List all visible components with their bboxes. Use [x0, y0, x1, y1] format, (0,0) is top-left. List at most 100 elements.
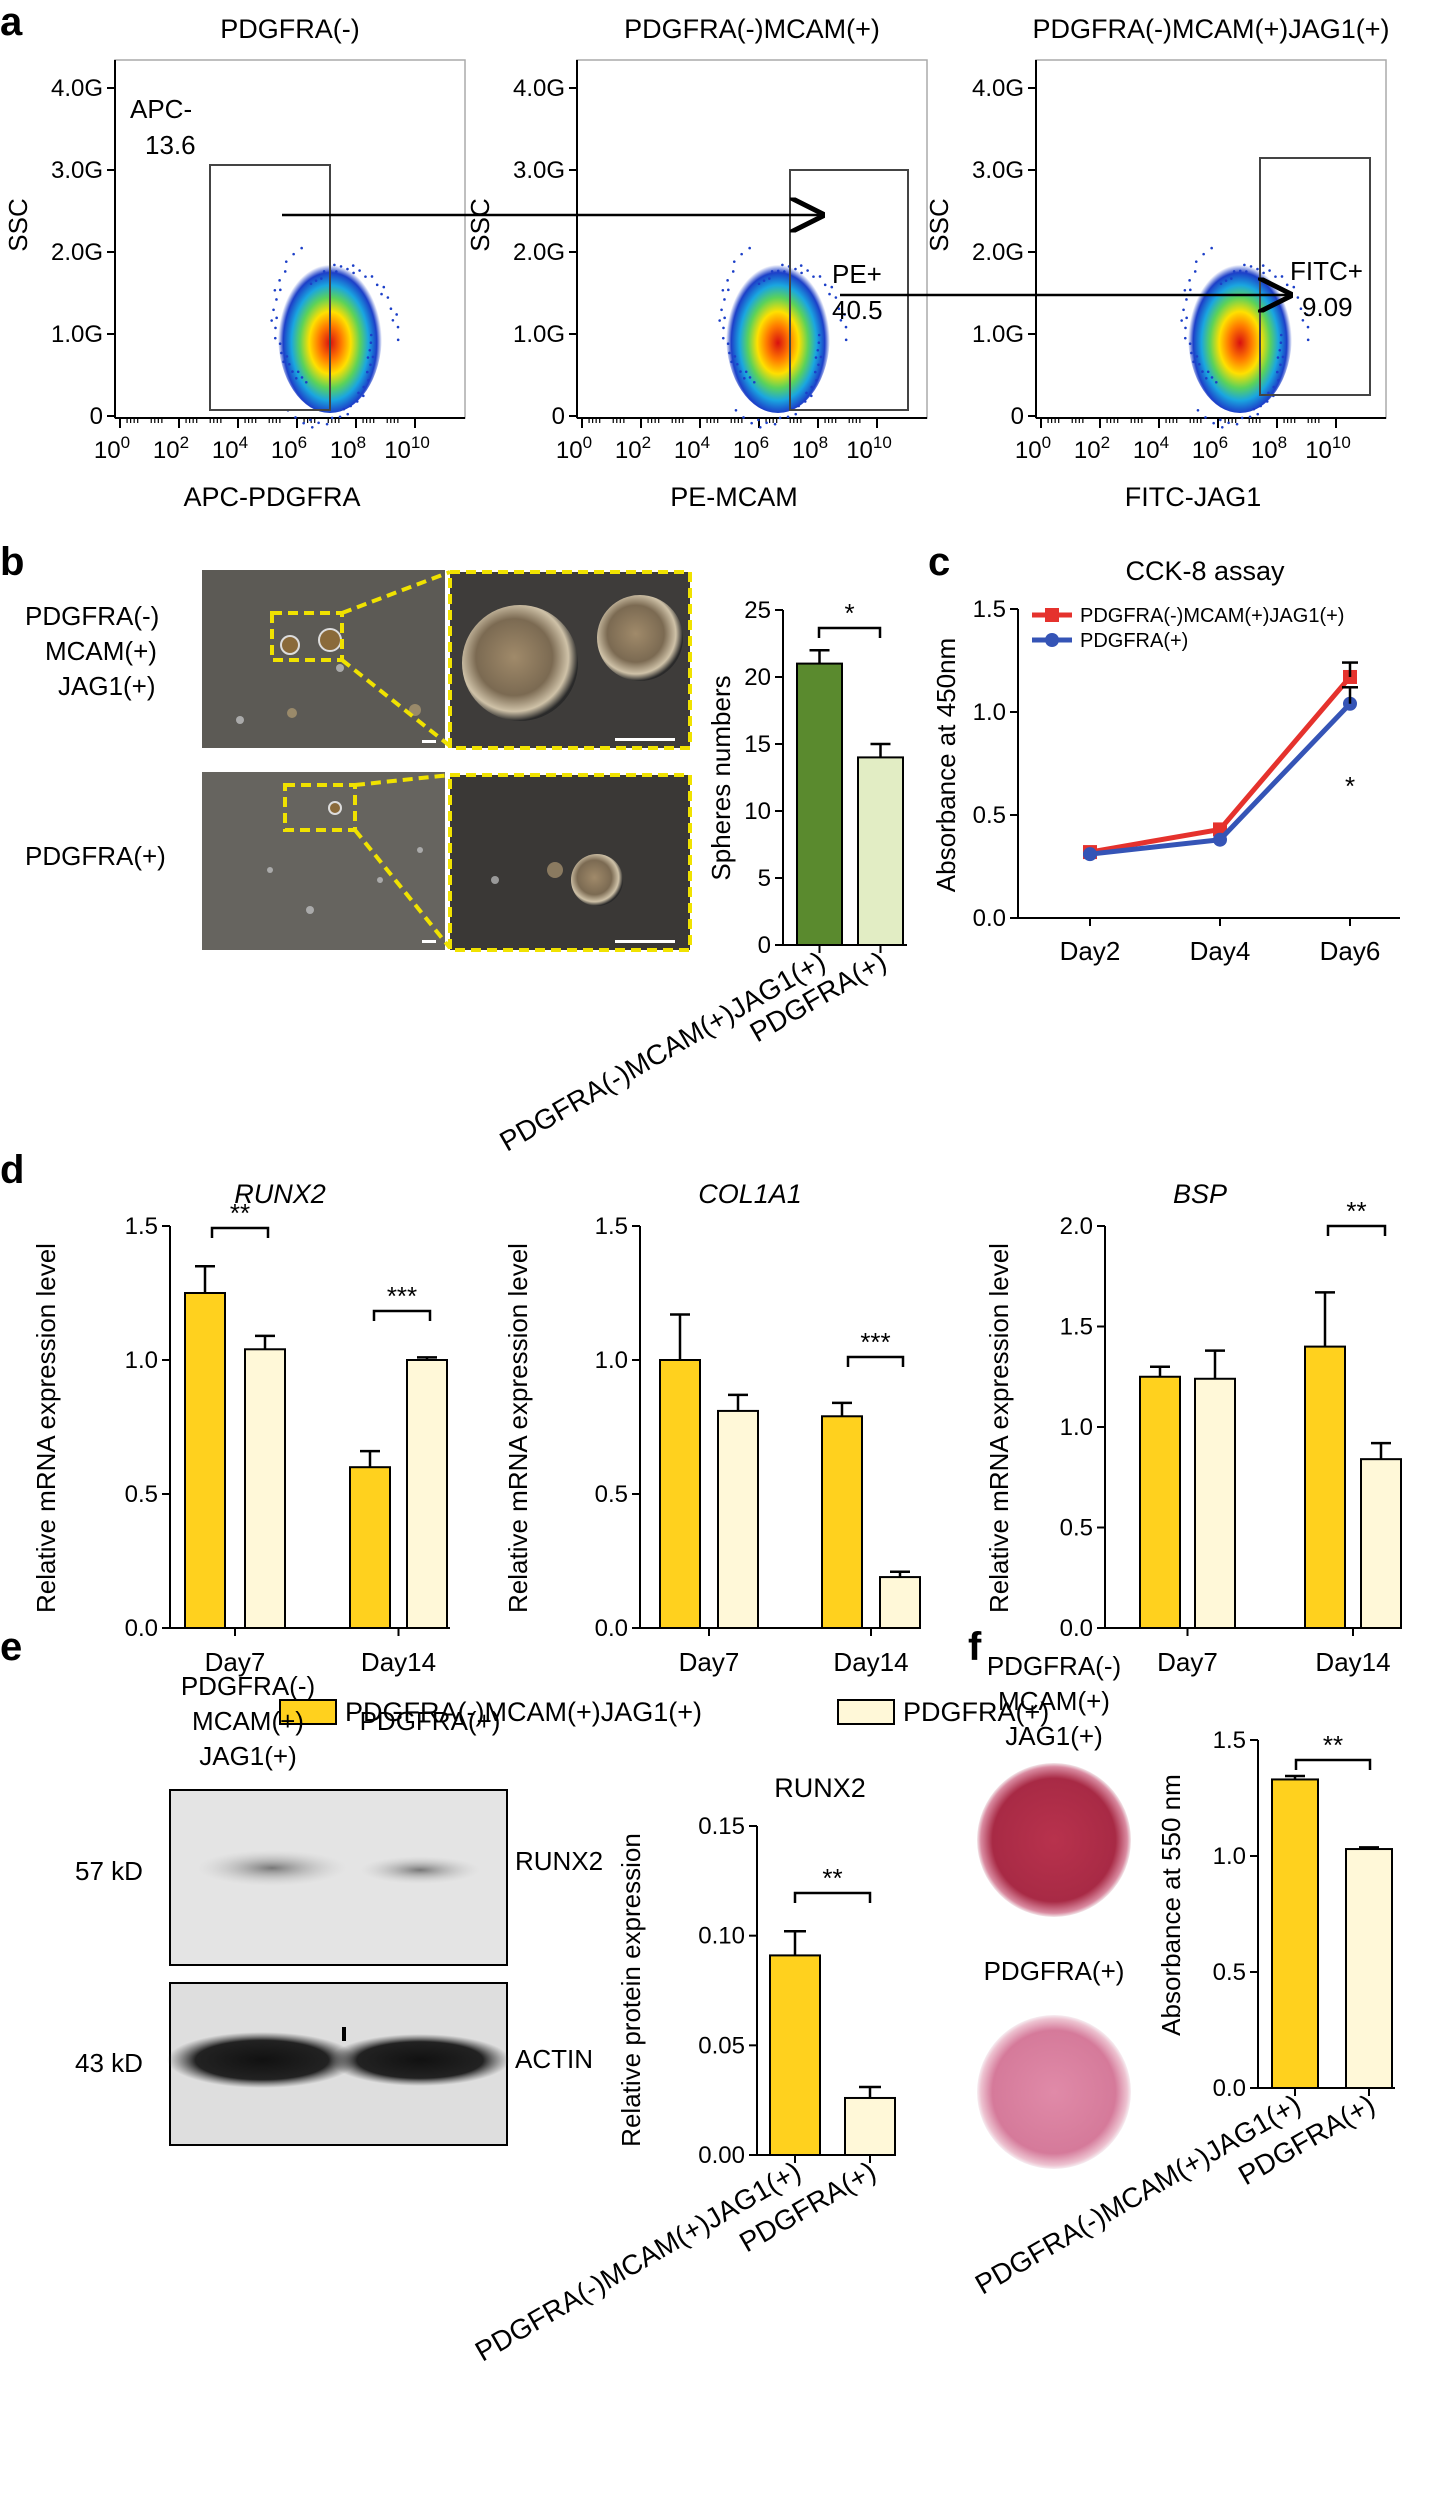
- flow-x-label: PE-MCAM: [670, 482, 798, 512]
- scale-bar: [615, 738, 675, 741]
- bar: [1194, 1377, 1236, 1630]
- sphere-small: [318, 628, 342, 652]
- flow-event: [1276, 370, 1279, 374]
- flow-event: [732, 260, 736, 263]
- legend-label: PDGFRA(-)MCAM(+)JAG1(+): [345, 1697, 702, 1727]
- panel-b-letter: b: [0, 540, 24, 584]
- flow-event: [364, 275, 367, 278]
- flow-event: [1290, 292, 1293, 296]
- band-runx2-2: [360, 1856, 480, 1884]
- flow-event: [1204, 376, 1208, 380]
- flow-event: [1240, 416, 1244, 420]
- y-axis-label: Relative mRNA expression level: [984, 1243, 1014, 1613]
- flow-event: [1180, 319, 1183, 322]
- flow-event: [757, 282, 761, 286]
- flow-event: [380, 292, 383, 296]
- flow-event: [371, 355, 375, 359]
- flow-title: PDGFRA(-)MCAM(+)JAG1(+): [1033, 14, 1390, 44]
- flow-event: [275, 298, 278, 301]
- flow-event: [726, 279, 729, 282]
- y-tick-label: 0.00: [698, 2142, 745, 2169]
- flow-event: [273, 288, 277, 292]
- flow-event: [1301, 318, 1305, 322]
- flow-y-tick-label: 4.0G: [51, 75, 103, 102]
- flow-event: [366, 370, 369, 374]
- flow-event: [742, 416, 745, 419]
- flow-event: [1265, 400, 1269, 403]
- flow-event: [805, 391, 808, 395]
- chart-title: RUNX2: [774, 1773, 866, 1803]
- flow-event: [1219, 418, 1222, 422]
- well-stained-1: [977, 1763, 1131, 1917]
- flow-event: [1279, 363, 1282, 367]
- x-tick-label: Day4: [1190, 936, 1251, 966]
- bar: [1304, 1345, 1346, 1629]
- flow-x-tick-label: 104: [1133, 433, 1169, 464]
- flow-gate: [209, 164, 331, 411]
- flow-density: [1188, 257, 1292, 413]
- flow-event: [300, 246, 303, 250]
- flow-event: [816, 348, 820, 352]
- flow-event: [758, 425, 762, 429]
- blot-col-label: JAG1(+): [199, 1741, 297, 1771]
- flow-event: [300, 376, 304, 379]
- flow-event: [317, 421, 320, 425]
- flow-event: [279, 288, 282, 292]
- flow-event: [346, 267, 349, 271]
- panel-f-letter: f: [968, 1625, 982, 1669]
- flow-event: [330, 416, 334, 420]
- flow-event: [794, 267, 797, 271]
- flow-event: [750, 421, 753, 425]
- flow-event: [1279, 333, 1283, 337]
- flow-event: [723, 316, 726, 320]
- legend-label: PDGFRA(-)MCAM(+)JAG1(+): [1080, 605, 1344, 627]
- flow-event: [1188, 279, 1191, 282]
- y-tick-label: 1.5: [1213, 1727, 1246, 1754]
- well-label: PDGFRA(-): [987, 1651, 1121, 1681]
- significance-bracket: [817, 626, 882, 638]
- flow-density: [726, 257, 830, 413]
- significance-label: ***: [387, 1281, 417, 1311]
- flow-event: [1182, 308, 1185, 312]
- data-point: [1213, 832, 1227, 847]
- legend-label: PDGFRA(+): [903, 1697, 1049, 1727]
- row-label-line: PDGFRA(-): [25, 601, 159, 631]
- flow-event: [291, 370, 294, 373]
- y-tick-label: 0: [758, 932, 771, 959]
- y-tick-label: 20: [744, 664, 771, 691]
- blot-col-label: PDGFRA(-): [181, 1671, 315, 1701]
- y-tick-label: 0.5: [1060, 1515, 1093, 1542]
- y-tick-label: 1.5: [595, 1213, 628, 1240]
- flow-event: [274, 326, 277, 330]
- panel-c-letter: c: [928, 540, 950, 584]
- flow-event: [1214, 380, 1218, 384]
- cell-dot: [267, 867, 273, 873]
- y-tick-label: 2.0: [1060, 1213, 1093, 1240]
- well-label: PDGFRA(+): [984, 1956, 1125, 1986]
- band-kd-label: 43 kD: [75, 2048, 143, 2078]
- flow-event: [817, 333, 821, 337]
- significance-label: ***: [860, 1327, 890, 1357]
- flow-event: [718, 319, 721, 322]
- row-label-line: PDGFRA(+): [25, 841, 166, 871]
- cell-dot: [377, 877, 383, 883]
- flow-event: [1230, 277, 1233, 280]
- flow-event: [834, 296, 838, 299]
- flow-x-label: APC-PDGFRA: [183, 482, 360, 512]
- flow-event: [778, 416, 782, 420]
- flow-event: [1185, 298, 1188, 301]
- cell-dot: [306, 906, 314, 914]
- y-tick-label: 0.15: [698, 1813, 745, 1840]
- flow-title: PDGFRA(-)MCAM(+): [624, 14, 880, 44]
- flow-event: [748, 376, 752, 379]
- bar: [796, 662, 843, 946]
- bar: [717, 1409, 759, 1630]
- flow-event: [339, 265, 343, 268]
- flow-event: [309, 282, 313, 286]
- flow-x-tick-label: 104: [674, 433, 710, 464]
- significance-bracket: [372, 1309, 432, 1321]
- flow-event: [837, 307, 841, 310]
- bar: [406, 1359, 448, 1629]
- bar: [244, 1348, 286, 1630]
- x-tick-label: Day7: [679, 1647, 740, 1677]
